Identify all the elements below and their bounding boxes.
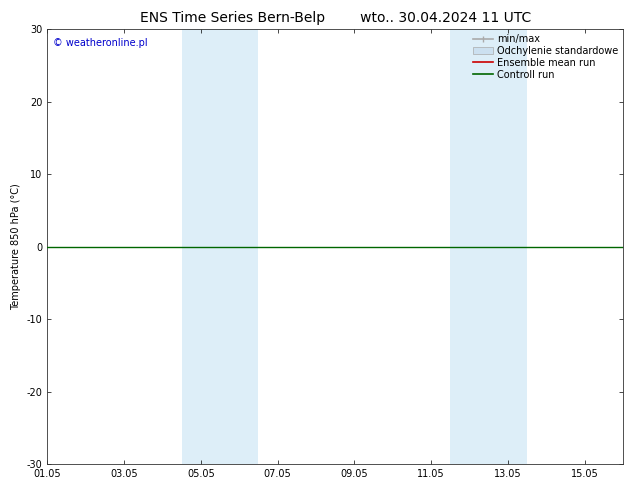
Text: © weatheronline.pl: © weatheronline.pl	[53, 38, 148, 48]
Bar	[182, 29, 259, 464]
Title: ENS Time Series Bern-Belp        wto.. 30.04.2024 11 UTC: ENS Time Series Bern-Belp wto.. 30.04.20…	[139, 11, 531, 25]
Bar	[450, 29, 527, 464]
Y-axis label: Temperature 850 hPa (°C): Temperature 850 hPa (°C)	[11, 183, 21, 310]
Legend: min/max, Odchylenie standardowe, Ensemble mean run, Controll run: min/max, Odchylenie standardowe, Ensembl…	[472, 32, 620, 82]
